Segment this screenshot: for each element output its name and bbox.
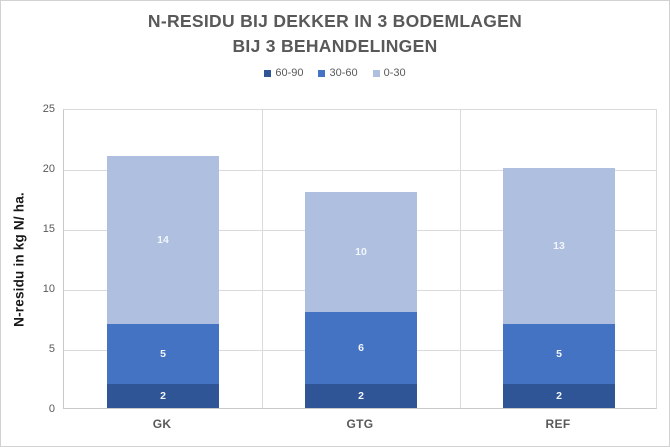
chart-title-line1: N-RESIDU BIJ DEKKER IN 3 BODEMLAGEN: [147, 11, 523, 31]
chart-title: N-RESIDU BIJ DEKKER IN 3 BODEMLAGEN BIJ …: [1, 9, 669, 59]
bar-value-label: 2: [358, 390, 364, 402]
bar-segment-30-60-GK: 5: [107, 324, 219, 384]
y-axis-tick-label: 0: [48, 403, 55, 415]
bar-segment-30-60-REF: 5: [503, 324, 615, 384]
bar-segment-60-90-GK: 2: [107, 384, 219, 408]
legend-swatch-icon: [318, 69, 326, 77]
y-axis-tick-label: 5: [48, 343, 55, 355]
y-axis-tick-label: 15: [42, 223, 55, 235]
bar-value-label: 6: [358, 342, 364, 354]
y-axis-title: N-residu in kg N/ ha.: [11, 192, 27, 327]
category-divider-gridline: [261, 110, 263, 408]
y-axis-tick-label: 20: [42, 163, 55, 175]
bar-segment-60-90-REF: 2: [503, 384, 615, 408]
legend-swatch-icon: [264, 69, 272, 77]
legend-label: 0-30: [383, 67, 406, 79]
bar-segment-0-30-REF: 13: [503, 168, 615, 324]
bar-segment-0-30-GK: 14: [107, 156, 219, 324]
chart-title-line2: BIJ 3 BEHANDELINGEN: [232, 36, 438, 56]
x-axis-category-label: GTG: [346, 417, 374, 431]
bar-value-label: 14: [157, 234, 169, 246]
legend-item-30-60: 30-60: [318, 67, 358, 79]
y-axis-tick-label: 10: [42, 283, 55, 295]
bar-segment-60-90-GTG: 2: [305, 384, 417, 408]
bar-segment-30-60-GTG: 6: [305, 312, 417, 384]
bar-value-label: 2: [556, 390, 562, 402]
bar-value-label: 5: [556, 348, 562, 360]
legend-swatch-icon: [372, 69, 380, 77]
legend-label: 60-90: [275, 67, 304, 79]
bar-value-label: 2: [160, 390, 166, 402]
category-divider-gridline: [459, 110, 461, 408]
plot-area: 2 5 14 2 6 10 2 5 13: [63, 109, 657, 409]
legend-label: 30-60: [329, 67, 358, 79]
chart-legend: 60-90 30-60 0-30: [1, 67, 669, 79]
x-axis-category-label: REF: [545, 417, 571, 431]
bar-value-label: 13: [553, 240, 565, 252]
bar-segment-0-30-GTG: 10: [305, 192, 417, 312]
y-axis-tick-label: 25: [42, 103, 55, 115]
bar-value-label: 5: [160, 348, 166, 360]
y-gridline: [64, 169, 656, 171]
bar-value-label: 10: [355, 246, 367, 258]
x-axis-category-label: GK: [152, 417, 172, 431]
legend-item-60-90: 60-90: [264, 67, 303, 79]
legend-item-0-30: 0-30: [372, 67, 406, 79]
